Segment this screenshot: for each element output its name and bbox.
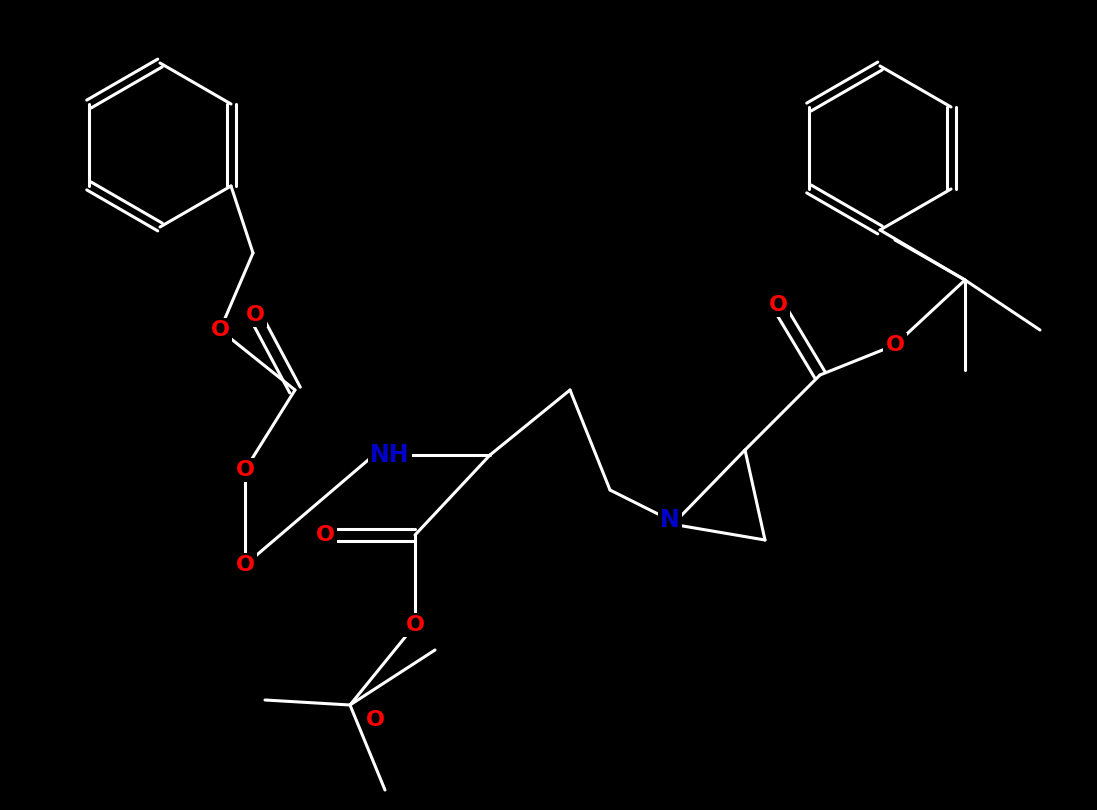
Text: O: O (316, 525, 335, 545)
Text: O: O (769, 295, 788, 315)
Text: O: O (236, 460, 255, 480)
Text: O: O (365, 710, 385, 730)
Text: O: O (406, 615, 425, 635)
Text: O: O (211, 320, 229, 340)
Text: NH: NH (371, 443, 410, 467)
Text: N: N (660, 508, 680, 532)
Text: O: O (236, 555, 255, 575)
Text: O: O (246, 305, 264, 325)
Text: O: O (885, 335, 905, 355)
